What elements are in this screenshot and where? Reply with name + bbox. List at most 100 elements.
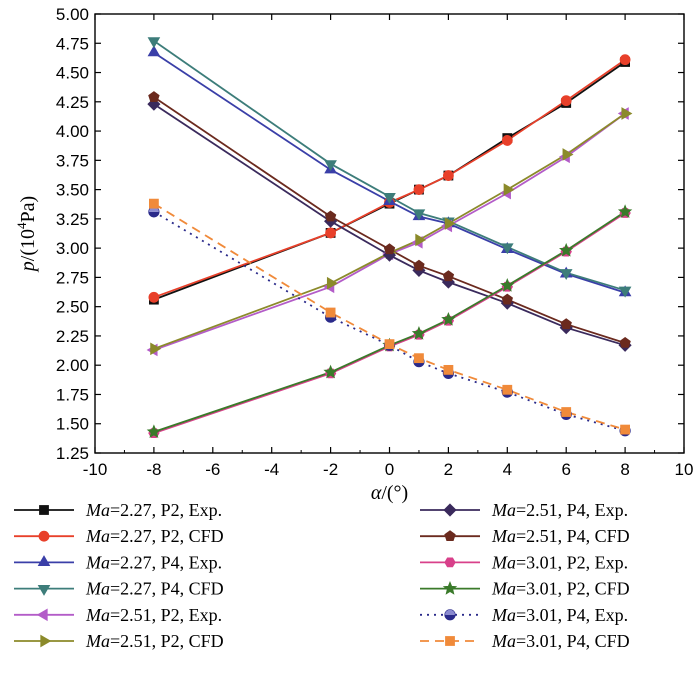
x-tick-label: 0 [385,460,394,479]
data-point [384,339,395,350]
data-point [619,336,631,348]
data-point [147,45,161,57]
y-axis-label: p/(104Pa) [14,196,39,273]
data-point [323,364,338,379]
legend-entry: Ma=3.01, P2, CFD [420,579,630,599]
legend-label-suffix: =2.27, P4, Exp. [110,552,222,572]
data-point [559,269,573,281]
legend-label: Ma=2.27, P4, Exp. [85,552,222,572]
legend-label-prefix: Ma [85,526,110,546]
legend-entry: Ma=2.51, P2, CFD [14,631,224,651]
series-line [153,51,626,294]
legend-marker [444,609,456,621]
legend-entry: Ma=2.51, P4, Exp. [420,500,628,520]
legend-entry: Ma=3.01, P2, Exp. [420,552,628,572]
legend-marker [444,557,456,568]
data-point [412,209,426,221]
y-tick-label: 5.00 [56,5,89,24]
legend-label-prefix: Ma [491,605,516,625]
y-tick-label: 1.50 [56,415,89,434]
legend-label-prefix: Ma [491,579,516,599]
legend-label-suffix: =2.51, P4, Exp. [516,500,628,520]
legend-label-prefix: Ma [85,631,110,651]
data-point [325,227,337,239]
y-tick-label: 3.25 [56,210,89,229]
legend-label: Ma=2.27, P2, CFD [85,526,224,546]
x-tick-label: 8 [620,460,629,479]
data-point [562,148,574,161]
data-point [500,278,515,292]
legend-marker [444,530,456,542]
data-point [620,424,630,435]
data-point [415,233,427,247]
legend-label-prefix: Ma [491,631,516,651]
legend-label-suffix: =3.01, P4, Exp. [516,605,628,625]
series-line [153,61,626,301]
series-line [153,103,626,347]
y-tick-label: 2.75 [56,268,89,287]
legend-marker [443,503,457,517]
data-point [501,135,513,146]
x-tick-label: 4 [503,460,512,479]
legend-label-suffix: =2.51, P4, CFD [516,526,630,546]
data-point [326,276,338,290]
data-point [383,243,396,255]
legend-marker [445,636,455,646]
y-axis-symbol: p [17,261,39,273]
data-point [503,183,515,196]
legend-entry: Ma=2.51, P4, CFD [420,526,630,546]
legend-entry: Ma=2.27, P4, Exp. [14,552,222,572]
legend-marker [442,581,458,595]
legend-marker [38,530,50,542]
y-tick-label: 3.50 [56,181,89,200]
data-point [148,291,160,303]
series-line [153,96,626,344]
data-point [618,286,632,298]
y-tick-label: 1.25 [56,444,89,463]
legend-label-suffix: =3.01, P2, Exp. [516,552,628,572]
legend-marker [36,608,48,622]
legend-marker [40,634,52,648]
y-tick-label: 4.25 [56,93,89,112]
data-point [560,318,572,330]
data-point [146,424,162,439]
y-axis-unit-prefix: /(10 [17,229,39,261]
data-point [325,307,336,318]
legend-label: Ma=2.27, P2, Exp. [85,500,222,520]
series-line [153,112,626,351]
series-line [153,202,626,431]
axes-layer: -10 -8 -6 -4 -2 0 2 4 6 8 10 1.25 1.50 1.75 2.00 2.25 2.… [14,5,693,504]
legend-label-suffix: =2.51, P2, Exp. [110,605,222,625]
data-point [413,184,425,196]
legend-label-prefix: Ma [491,500,516,520]
legend-label-suffix: =3.01, P4, CFD [516,631,630,651]
data-point [444,217,456,230]
data-point [500,243,514,255]
series-markers-layer [146,37,633,439]
data-point [560,95,572,107]
legend-label-prefix: Ma [85,500,110,520]
x-tick-label: 2 [444,460,453,479]
data-point [147,37,161,49]
x-tick-label: -10 [83,460,108,479]
legend-marker [37,555,51,567]
data-point [501,293,514,305]
y-axis-unit-suffix: Pa) [17,196,39,223]
legend-label-suffix: =2.51, P2, CFD [110,631,224,651]
x-axis-unit: /(°) [381,482,408,504]
data-point [148,198,159,209]
series-line [153,112,626,350]
legend-label-prefix: Ma [491,552,516,572]
data-point [502,384,513,395]
series-line [153,212,626,434]
data-point [442,270,455,282]
data-point [413,259,425,271]
data-point [561,407,572,417]
legend-marker [39,505,49,515]
series-line [153,211,626,433]
y-tick-label: 2.00 [56,356,89,375]
data-point [559,242,574,257]
data-point [150,342,162,356]
legend-label: Ma=3.01, P4, CFD [491,631,630,651]
data-point [411,326,427,340]
